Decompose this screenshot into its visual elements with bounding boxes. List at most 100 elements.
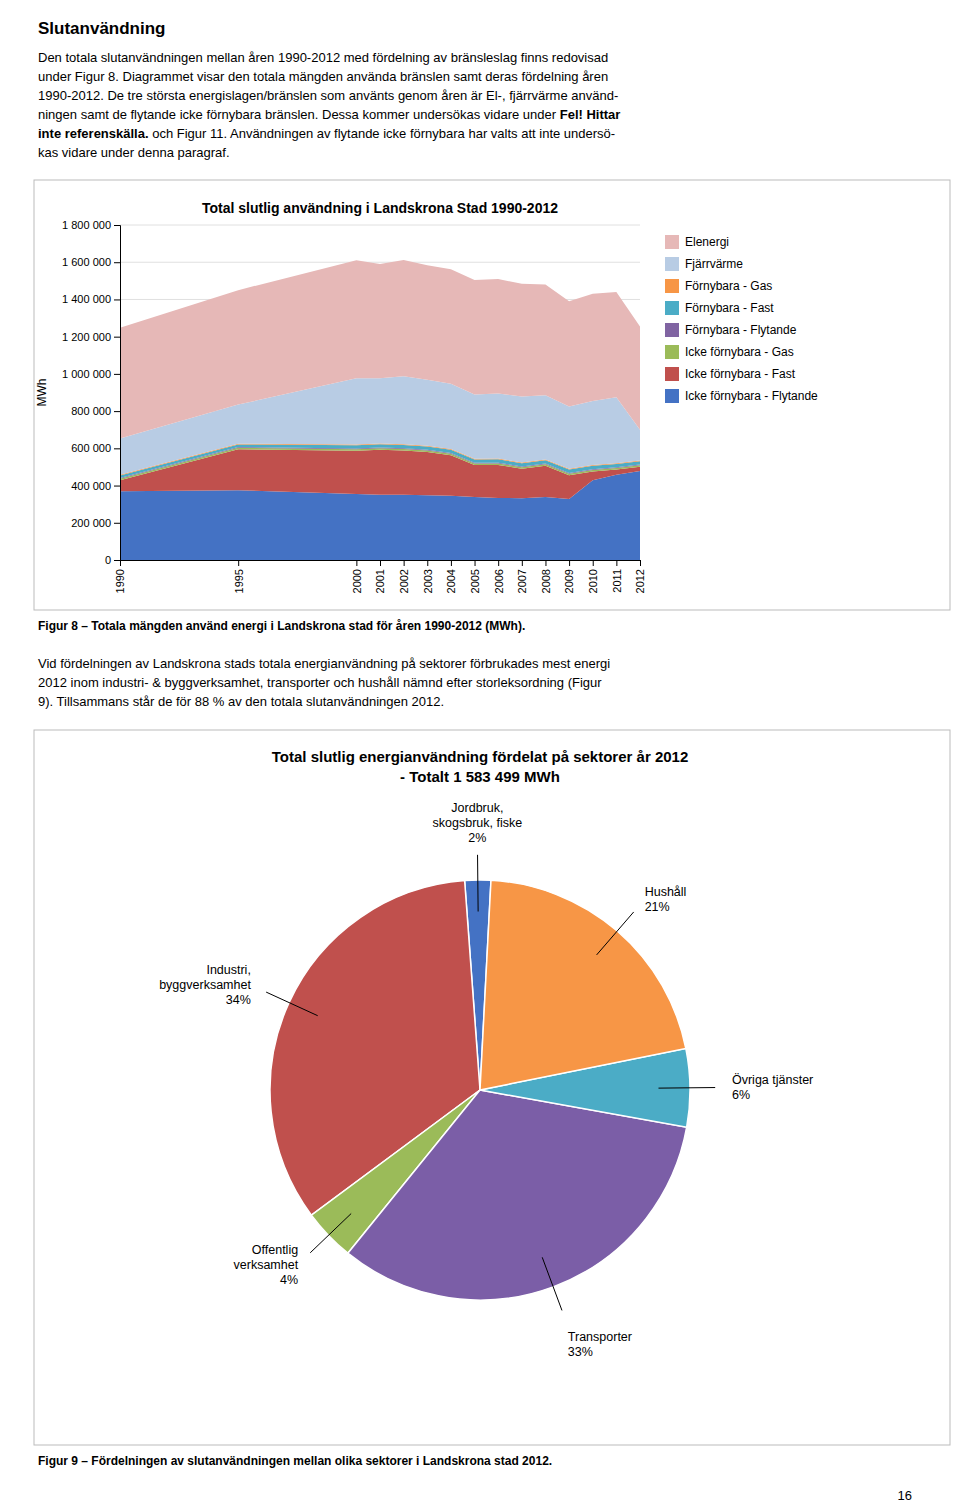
x-axis: 1990199520002001200220032004200520062007… bbox=[114, 560, 646, 593]
paragraph-line: 9). Tillsammans står de för 88 % av den … bbox=[38, 694, 444, 709]
tick-label: 1 200 000 bbox=[62, 331, 111, 343]
tick-mark bbox=[593, 560, 594, 566]
tick-label: 2001 bbox=[374, 569, 386, 593]
tick-label: 1 400 000 bbox=[62, 293, 111, 305]
page: SlutanvändningDen totala slutanvändninge… bbox=[0, 0, 960, 1509]
chart-frame bbox=[34, 180, 950, 610]
legend-swatch bbox=[665, 235, 679, 249]
tick-label: 1995 bbox=[233, 569, 245, 593]
y-axis: 0200 000400 000600 000800 0001 000 0001 … bbox=[62, 219, 120, 566]
slice-name: Industri,byggverksamhet bbox=[159, 963, 251, 992]
pie-chart: Total slutlig energianvändning fördelat … bbox=[159, 748, 813, 1359]
tick: 1995 bbox=[233, 560, 245, 593]
grid-line bbox=[120, 262, 640, 263]
tick-label: 2004 bbox=[445, 569, 457, 593]
tick: 200 000 bbox=[71, 517, 120, 529]
legend: Elenergi Fjärrvärme Förnybara - Gas Förnyba… bbox=[665, 235, 818, 403]
data-label: 4% bbox=[280, 1273, 298, 1287]
paragraph-text: 1990-2012. De tre största energislagen/b… bbox=[38, 88, 618, 103]
area bbox=[120, 260, 640, 438]
legend-item: Förnybara - Fast bbox=[665, 301, 774, 315]
tick: 2007 bbox=[516, 560, 528, 593]
tick-label: 600 000 bbox=[71, 442, 111, 454]
tick-mark bbox=[114, 523, 120, 524]
data-label: 21% bbox=[645, 900, 670, 914]
slice-name: Offentligverksamhet bbox=[234, 1243, 299, 1272]
tick-mark bbox=[498, 560, 499, 566]
legend-swatch bbox=[665, 323, 679, 337]
tick-mark bbox=[522, 560, 523, 566]
paragraph-line: Vid fördelningen av Landskrona stads tot… bbox=[38, 656, 610, 671]
tick: 2002 bbox=[398, 560, 410, 593]
tick-mark bbox=[640, 560, 641, 566]
paragraph-text: under Figur 8. Diagrammet visar den tota… bbox=[38, 69, 608, 84]
legend-label: Elenergi bbox=[685, 235, 729, 249]
tick-mark bbox=[114, 411, 120, 412]
legend-item: Fjärrvärme bbox=[665, 257, 743, 271]
tick: 2008 bbox=[540, 560, 552, 593]
axis-line bbox=[121, 561, 641, 567]
tick-label: 1 800 000 bbox=[62, 219, 111, 231]
tick-label: 1 000 000 bbox=[62, 368, 111, 380]
tick-label: 2010 bbox=[587, 569, 599, 593]
leader-line bbox=[477, 855, 479, 912]
leader-line bbox=[597, 912, 634, 955]
tick-label: 0 bbox=[105, 554, 111, 566]
plot-area bbox=[120, 260, 640, 560]
page-title: Slutanvändning bbox=[38, 19, 166, 38]
tick-mark bbox=[114, 337, 120, 338]
legend-label: Förnybara - Flytande bbox=[685, 323, 797, 337]
chart-title: Total slutlig energianvändning fördelat … bbox=[272, 748, 689, 765]
tick: 2011 bbox=[611, 560, 623, 593]
tick-label: 2009 bbox=[563, 569, 575, 593]
paragraph-text: och Figur 11. Användningen av flytande i… bbox=[149, 126, 616, 141]
legend-item: Förnybara - Gas bbox=[665, 279, 772, 293]
leader-line bbox=[266, 992, 318, 1016]
tick-mark bbox=[475, 560, 476, 566]
tick-mark bbox=[114, 374, 120, 375]
tick: 2010 bbox=[587, 560, 599, 593]
tick: 2001 bbox=[374, 560, 386, 593]
tick-mark bbox=[404, 560, 405, 566]
tick-label: 2005 bbox=[469, 569, 481, 593]
tick: 2009 bbox=[563, 560, 575, 593]
tick-label: 2011 bbox=[611, 569, 623, 593]
tick: 1 800 000 bbox=[62, 219, 120, 231]
tick: 2003 bbox=[422, 560, 434, 593]
tick-mark bbox=[616, 560, 617, 566]
tick-label: 2000 bbox=[351, 569, 363, 593]
paragraph-line: under Figur 8. Diagrammet visar den tota… bbox=[38, 69, 608, 84]
slice-name: Övriga tjänster bbox=[732, 1073, 813, 1087]
tick: 0 bbox=[105, 554, 120, 566]
tick-mark bbox=[114, 448, 120, 449]
slice bbox=[348, 1090, 687, 1300]
paragraph-text: Fel! Hittar bbox=[560, 107, 621, 122]
tick: 1 400 000 bbox=[62, 293, 120, 305]
tick: 1 600 000 bbox=[62, 256, 120, 268]
tick-mark bbox=[114, 299, 120, 300]
legend-swatch bbox=[665, 367, 679, 381]
grid-line bbox=[120, 225, 640, 226]
leader-line bbox=[542, 1257, 562, 1310]
paragraph-line: kas vidare under denna paragraf. bbox=[38, 145, 230, 160]
tick-label: 2003 bbox=[422, 569, 434, 593]
tick: 2005 bbox=[469, 560, 481, 593]
paragraph-text: ningen samt de flytande icke förnybara b… bbox=[38, 107, 560, 122]
tick-mark bbox=[545, 560, 546, 566]
data-label: 34% bbox=[226, 993, 251, 1007]
tick-label: 2012 bbox=[634, 569, 646, 593]
legend-label: Förnybara - Gas bbox=[685, 279, 772, 293]
tick: 1990 bbox=[114, 560, 126, 593]
axis-title: MWh bbox=[35, 379, 49, 407]
tick-mark bbox=[114, 486, 120, 487]
legend-label: Icke förnybara - Fast bbox=[685, 367, 796, 381]
slice-name: Jordbruk,skogsbruk, fiske bbox=[433, 801, 523, 830]
tick-label: 2008 bbox=[540, 569, 552, 593]
legend-swatch bbox=[665, 279, 679, 293]
tick-mark bbox=[380, 560, 381, 566]
caption: Figur 9 – Fördelningen av slutanvändning… bbox=[38, 1454, 552, 1468]
tick-label: 1990 bbox=[114, 569, 126, 593]
grid bbox=[120, 225, 640, 560]
legend-swatch bbox=[665, 257, 679, 271]
tick-mark bbox=[114, 262, 120, 263]
